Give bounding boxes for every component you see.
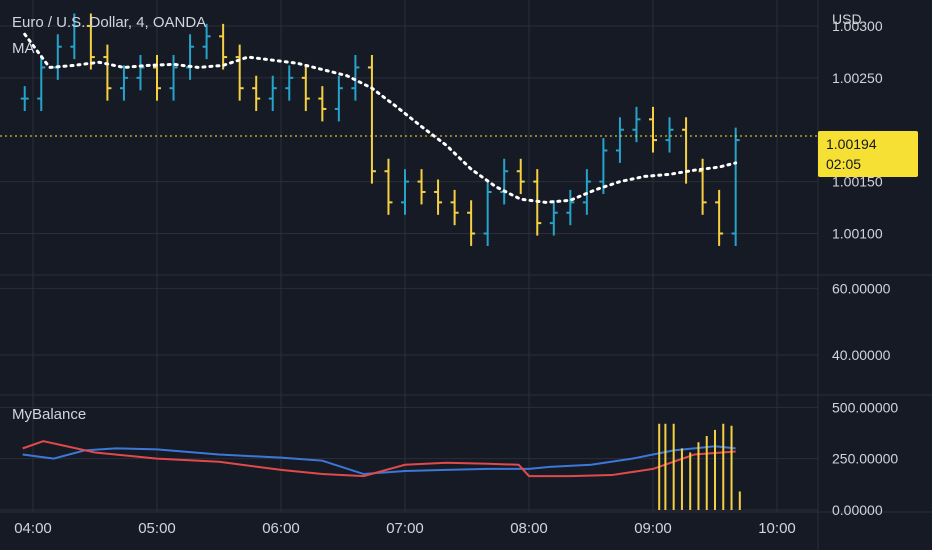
price-bar bbox=[301, 65, 310, 112]
bar-countdown: 02:05 bbox=[826, 156, 862, 172]
price-bar bbox=[268, 75, 277, 112]
price-bar bbox=[367, 55, 376, 184]
price-bar bbox=[103, 44, 112, 101]
axes: 04:00 05:00 06:00 07:00 08:00 09:00 10:00USD1.… bbox=[14, 11, 898, 537]
price-bar bbox=[70, 13, 79, 60]
time-tick-label: 08:00 bbox=[510, 520, 548, 537]
price-bar bbox=[682, 117, 691, 184]
price-bar bbox=[483, 179, 492, 246]
price-bar bbox=[384, 158, 393, 215]
price-bars bbox=[20, 13, 740, 246]
price-bar bbox=[219, 23, 228, 70]
price-tick-label: 1.00250 bbox=[832, 70, 883, 86]
price-bar bbox=[351, 55, 360, 101]
price-bar bbox=[417, 169, 426, 205]
price-bar bbox=[434, 179, 443, 215]
price-bar bbox=[549, 200, 558, 236]
current-price-value: 1.00194 bbox=[826, 136, 877, 152]
price-tick-label: 1.00100 bbox=[832, 225, 883, 241]
price-bar bbox=[318, 86, 327, 122]
time-tick-label: 05:00 bbox=[138, 520, 176, 537]
time-tick-label: 09:00 bbox=[634, 520, 672, 537]
time-tick-label: 10:00 bbox=[758, 520, 796, 537]
balance-tick-label: 500.00000 bbox=[832, 399, 898, 415]
price-bar bbox=[86, 13, 95, 70]
middle-tick-label: 60.00000 bbox=[832, 280, 891, 296]
price-bar bbox=[20, 86, 29, 112]
price-bar bbox=[599, 138, 608, 195]
price-bar bbox=[252, 75, 261, 112]
price-bar bbox=[169, 55, 178, 101]
price-bar bbox=[119, 65, 128, 101]
price-bar bbox=[136, 55, 145, 91]
price-bar bbox=[715, 189, 724, 246]
chart-title: Euro / U.S. Dollar, 4, OANDA bbox=[12, 14, 207, 31]
middle-tick-label: 40.00000 bbox=[832, 347, 891, 363]
price-bar bbox=[698, 158, 707, 215]
price-bar bbox=[37, 55, 46, 112]
ma-series-line bbox=[23, 32, 738, 204]
price-bar bbox=[334, 75, 343, 122]
price-bar bbox=[153, 55, 161, 101]
price-bar bbox=[731, 127, 740, 246]
price-bar bbox=[285, 65, 294, 101]
price-bar bbox=[235, 44, 244, 101]
price-bar bbox=[202, 23, 211, 60]
price-bar bbox=[649, 106, 657, 153]
price-tick-label: 1.00150 bbox=[832, 174, 883, 190]
moving-average-line bbox=[0, 32, 818, 204]
price-bar bbox=[516, 158, 525, 195]
price-bar bbox=[665, 117, 674, 153]
balance-lines bbox=[22, 440, 736, 478]
price-bar bbox=[632, 106, 641, 143]
price-tick-label: 1.00300 bbox=[832, 18, 883, 34]
time-tick-label: 04:00 bbox=[14, 520, 52, 537]
price-bar bbox=[450, 189, 459, 226]
price-bar bbox=[186, 34, 195, 80]
time-tick-label: 07:00 bbox=[386, 520, 424, 537]
price-bar bbox=[401, 169, 409, 215]
ma-legend-label: MA bbox=[12, 40, 35, 57]
current-price-tag: 1.00194 02:05 bbox=[818, 131, 918, 177]
balance-legend-label: MyBalance bbox=[12, 406, 87, 423]
price-bar bbox=[53, 34, 62, 80]
currency-label: USD bbox=[832, 11, 862, 27]
balance-red-line bbox=[22, 440, 736, 478]
price-bar bbox=[467, 200, 476, 246]
balance-bars bbox=[658, 423, 741, 510]
price-bar bbox=[566, 189, 575, 226]
balance-tick-label: 0.00000 bbox=[832, 502, 883, 518]
balance-blue-line bbox=[22, 445, 736, 476]
time-tick-label: 06:00 bbox=[262, 520, 300, 537]
balance-tick-label: 250.00000 bbox=[832, 451, 898, 467]
price-bar bbox=[615, 117, 624, 163]
price-bar bbox=[582, 169, 591, 215]
